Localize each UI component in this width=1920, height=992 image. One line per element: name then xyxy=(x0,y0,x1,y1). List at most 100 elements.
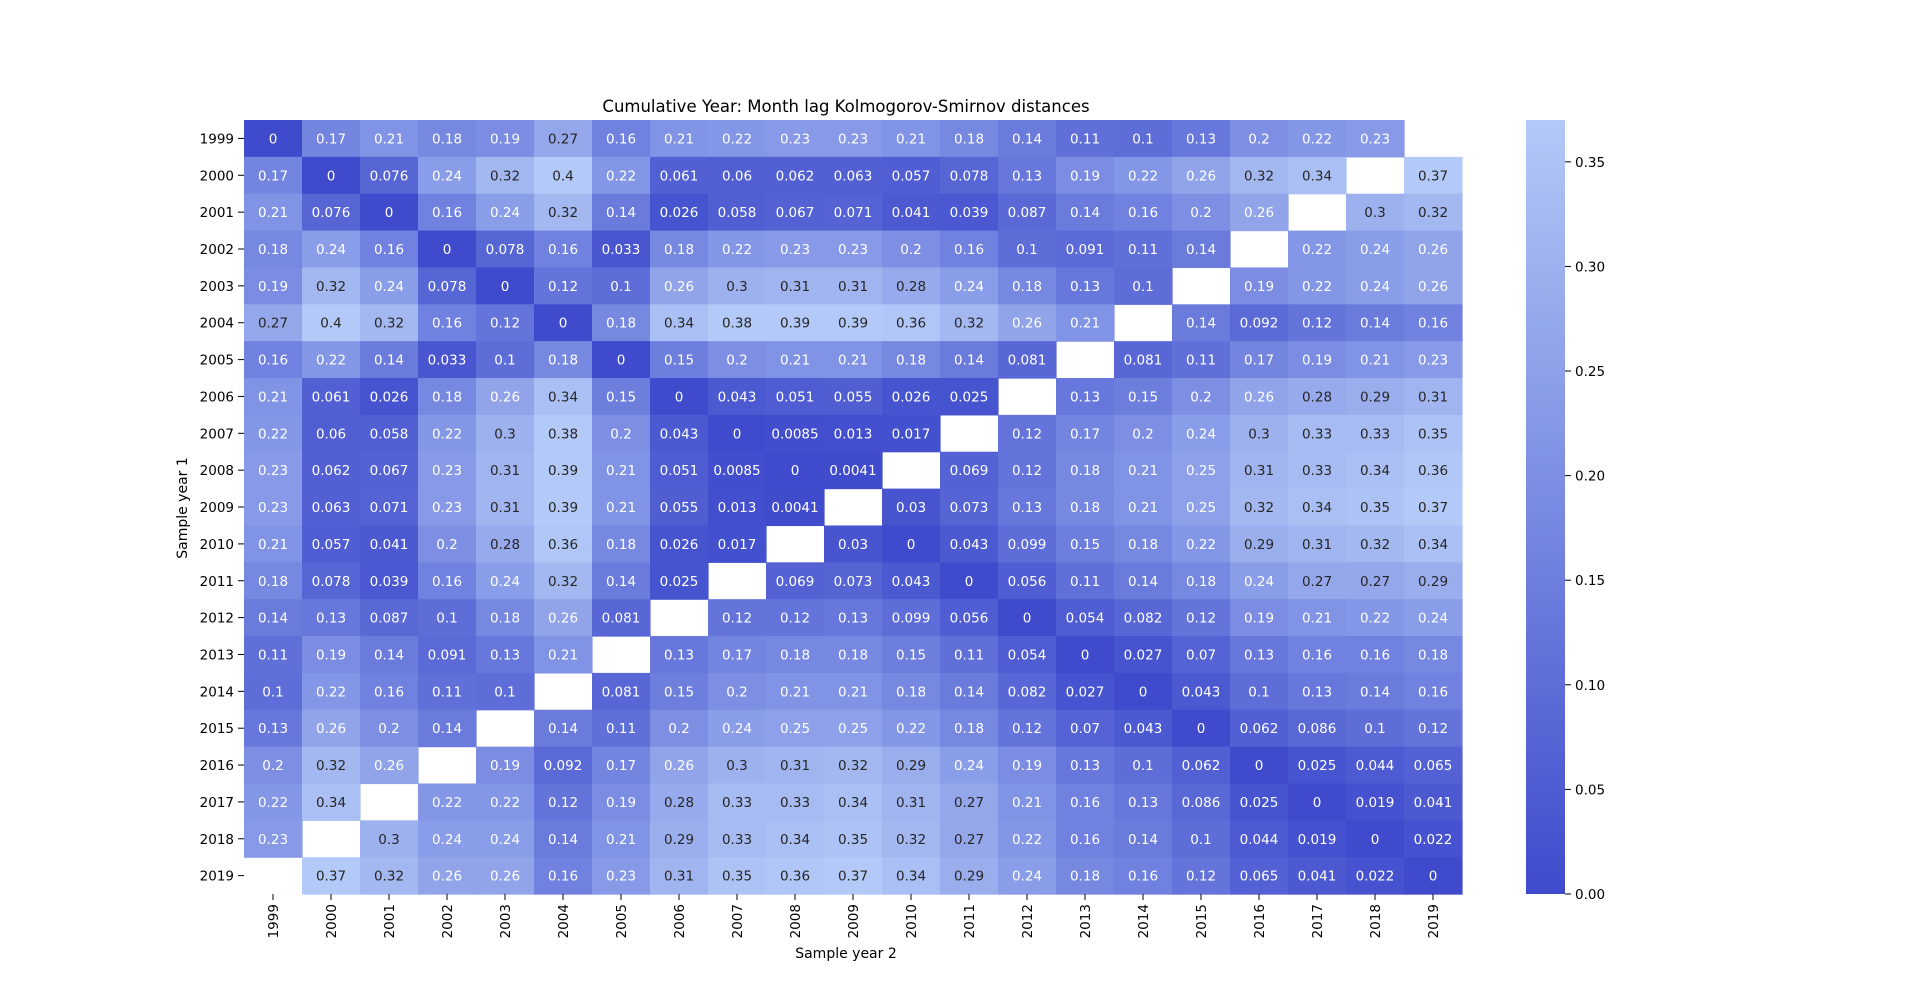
heatmap-cell xyxy=(998,525,1057,563)
cell-value-label: 0.13 xyxy=(664,647,694,663)
cell-value-label: 0.24 xyxy=(432,832,462,848)
cell-value-label: 0.043 xyxy=(950,537,989,553)
heatmap-cell xyxy=(766,120,825,158)
cell-value-label: 0.18 xyxy=(1070,500,1100,516)
heatmap-cell xyxy=(1172,120,1231,158)
y-tick-label: 2002 xyxy=(200,242,234,258)
cell-value-label: 0.33 xyxy=(780,795,810,811)
cell-value-label: 0.36 xyxy=(896,316,926,332)
cell-value-label: 0.13 xyxy=(1070,279,1100,295)
cell-value-label: 0.033 xyxy=(602,242,641,258)
cell-value-label: 0.061 xyxy=(312,389,351,405)
cell-value-label: 0.22 xyxy=(722,131,752,147)
cell-value-label: 0.15 xyxy=(664,353,694,369)
heatmap-cell xyxy=(998,304,1057,342)
cell-value-label: 0.21 xyxy=(258,389,288,405)
heatmap-cell xyxy=(1288,636,1347,674)
cell-value-label: 0.13 xyxy=(316,611,346,627)
cell-value-label: 0.1 xyxy=(1016,242,1037,258)
heatmap-cell xyxy=(1172,562,1231,600)
x-tick-label: 2013 xyxy=(1078,904,1094,938)
heatmap-cell xyxy=(592,230,651,269)
heatmap-cell xyxy=(418,304,477,342)
cell-value-label: 0.078 xyxy=(312,574,351,590)
heatmap-cell xyxy=(360,451,419,490)
cell-value-label: 0.14 xyxy=(1186,316,1216,332)
heatmap-cell xyxy=(882,267,941,305)
heatmap-cell xyxy=(418,783,477,821)
heatmap-cell xyxy=(1172,746,1231,785)
cell-value-label: 0.32 xyxy=(954,316,984,332)
heatmap-cell xyxy=(592,783,651,821)
heatmap-cell xyxy=(476,525,535,563)
heatmap-cell xyxy=(766,709,825,748)
heatmap-cell xyxy=(1230,120,1289,158)
heatmap-cell xyxy=(476,488,535,527)
cell-value-label: 0.1 xyxy=(1190,832,1211,848)
heatmap-cell xyxy=(998,230,1057,269)
cell-value-label: 0.21 xyxy=(896,131,926,147)
heatmap-cell xyxy=(1288,599,1347,637)
heatmap-cell xyxy=(1230,820,1289,858)
cell-value-label: 0.27 xyxy=(258,316,288,332)
cell-value-label: 0.19 xyxy=(490,758,520,774)
cell-value-label: 0.0085 xyxy=(771,426,818,442)
cell-value-label: 0.24 xyxy=(316,242,346,258)
heatmap-cell xyxy=(534,488,593,527)
heatmap-cell xyxy=(244,783,303,821)
cell-value-label: 0.29 xyxy=(664,832,694,848)
cell-value-label: 0.18 xyxy=(606,316,636,332)
heatmap-cell xyxy=(418,562,477,600)
heatmap-cell xyxy=(360,525,419,563)
heatmap-cell xyxy=(1288,562,1347,600)
heatmap-cell xyxy=(244,378,303,416)
cell-value-label: 0.32 xyxy=(1360,537,1390,553)
heatmap-cell xyxy=(1346,709,1405,748)
heatmap-cell xyxy=(940,783,999,821)
y-tick-label: 2016 xyxy=(200,758,234,774)
cell-value-label: 0.21 xyxy=(1128,500,1158,516)
heatmap-cell xyxy=(244,230,303,269)
cell-value-label: 0.24 xyxy=(374,279,404,295)
cell-value-label: 0.11 xyxy=(1128,242,1158,258)
cell-value-label: 0.22 xyxy=(1302,279,1332,295)
cell-value-label: 0.13 xyxy=(1302,684,1332,700)
heatmap-cell xyxy=(476,636,535,674)
heatmap-cell xyxy=(418,120,477,158)
cell-value-label: 0.33 xyxy=(1302,426,1332,442)
heatmap-cell xyxy=(418,341,477,379)
cell-value-label: 0.099 xyxy=(1008,537,1047,553)
cell-value-label: 0.12 xyxy=(1012,721,1042,737)
cell-value-label: 0.22 xyxy=(606,168,636,184)
heatmap-cell xyxy=(1230,267,1289,305)
cell-value-label: 0.17 xyxy=(316,131,346,147)
heatmap-cell xyxy=(534,636,593,674)
heatmap-cell xyxy=(708,820,767,858)
cell-value-label: 0.23 xyxy=(780,131,810,147)
cell-value-label: 0.043 xyxy=(1182,684,1221,700)
y-tick-label: 2008 xyxy=(200,463,234,479)
heatmap-cell xyxy=(708,599,767,637)
cell-value-label: 0.16 xyxy=(1418,684,1448,700)
colorbar-tick-label: 0.00 xyxy=(1575,887,1605,903)
cell-value-label: 0.31 xyxy=(896,795,926,811)
cell-value-label: 0.1 xyxy=(1132,279,1153,295)
cell-value-label: 0 xyxy=(1313,795,1322,811)
cell-value-label: 0.24 xyxy=(432,168,462,184)
cell-value-label: 0.14 xyxy=(1012,131,1042,147)
heatmap-cell xyxy=(1404,820,1463,858)
heatmap-cell xyxy=(998,857,1057,895)
heatmap-cell xyxy=(418,156,477,195)
heatmap-cell xyxy=(418,378,477,416)
cell-value-label: 0.29 xyxy=(1418,574,1448,590)
cell-value-label: 0.026 xyxy=(892,389,931,405)
heatmap-cell xyxy=(476,599,535,637)
heatmap-cell xyxy=(302,857,361,895)
cell-value-label: 0.13 xyxy=(1012,500,1042,516)
cell-value-label: 0.14 xyxy=(606,205,636,221)
heatmap-cell xyxy=(1404,230,1463,269)
heatmap-cell xyxy=(882,414,941,453)
heatmap-cell xyxy=(766,230,825,269)
cell-value-label: 0 xyxy=(1139,684,1148,700)
cell-value-label: 0.019 xyxy=(1356,795,1395,811)
